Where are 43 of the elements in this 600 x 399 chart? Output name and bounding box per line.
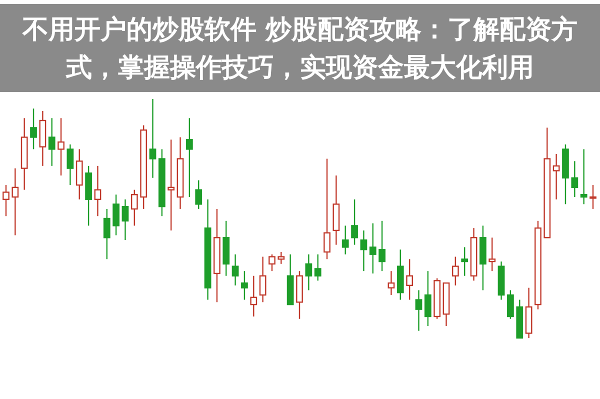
candlestick [268,254,276,272]
candlestick [369,222,376,274]
candlestick [314,254,322,282]
candlestick [580,148,588,205]
candlestick [130,189,138,226]
candlestick [424,270,432,327]
candlestick [186,118,193,198]
candlestick [305,254,312,291]
candlestick [406,258,414,300]
title: 不用开户的炒股软件 炒股配资攻略：了解配资方式，掌握操作技巧，实现资金最大化利用 [22,15,578,83]
candlestick [94,165,102,217]
candlestick [250,275,258,318]
candlestick [149,98,156,178]
candlestick [452,256,459,286]
candlestick [552,153,560,200]
candlestick [195,180,202,210]
candlestick [103,208,110,260]
candlestick [122,198,129,241]
candlestick [461,246,468,276]
candlestick [590,184,596,210]
candlestick [324,158,330,260]
candlestick [259,256,266,303]
candlestick [168,139,175,232]
candlestick [76,148,83,200]
candlestick [351,198,358,246]
candlestick [58,118,64,176]
candlestick [388,270,395,296]
candlestick [66,144,74,186]
candlestick [112,194,120,236]
candlestick [342,225,349,255]
candlestick [360,230,368,272]
candlestick [241,270,248,300]
candlestick [378,220,386,272]
candlestick [278,251,285,265]
candlestick [232,254,239,286]
candlestick [48,118,56,167]
candlestick [12,168,19,236]
candlestick [507,290,514,320]
candlestick [415,290,422,332]
candlestick [488,237,496,272]
candlestick [2,184,10,217]
candlestick [571,160,578,198]
candlestick [30,108,37,150]
